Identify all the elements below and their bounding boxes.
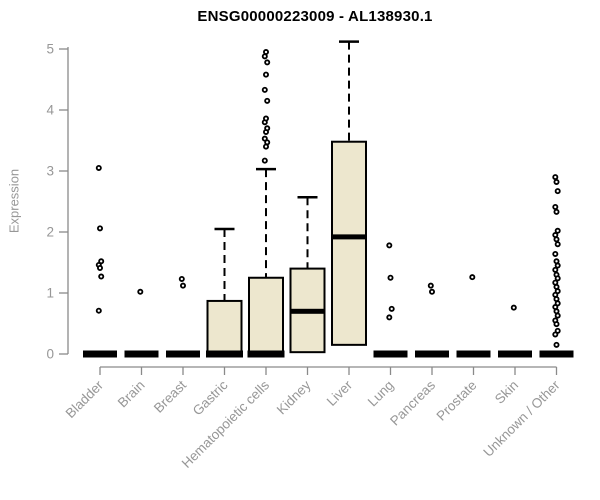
outlier-point [554, 275, 561, 282]
outlier-point [262, 71, 269, 78]
outlier-point [552, 250, 559, 257]
collapsed-box [456, 350, 491, 358]
chart-title: ENSG00000223009 - AL138930.1 [197, 8, 433, 25]
x-tick-label: Breast [151, 377, 189, 415]
outlier-point [264, 125, 271, 132]
outlier-point [427, 282, 434, 289]
outlier-point [552, 203, 559, 210]
outlier-point [554, 312, 561, 319]
y-tick-label: 5 [46, 42, 54, 57]
outlier-point [554, 188, 561, 195]
median-line [247, 350, 285, 358]
collapsed-box [539, 350, 574, 358]
outlier-point [262, 115, 269, 122]
collapsed-box [498, 350, 532, 358]
outlier-point [98, 273, 105, 280]
outlier-point [95, 307, 102, 314]
y-tick-label: 3 [46, 164, 54, 179]
y-tick-label: 2 [46, 225, 54, 240]
outlier-point [552, 174, 559, 181]
x-tick-label: Lung [365, 378, 397, 410]
outlier-point [264, 59, 271, 66]
outlier-point [386, 314, 393, 321]
outlier-point [552, 331, 559, 338]
outlier-point [264, 97, 271, 104]
median-line [332, 234, 366, 240]
outlier-point [386, 242, 393, 249]
outlier-point [261, 157, 268, 164]
outlier-point [554, 262, 561, 269]
outlier-point [178, 275, 185, 282]
outlier-point [553, 178, 560, 185]
outlier-point [387, 274, 394, 281]
x-tick-label: Pancreas [387, 377, 438, 428]
outlier-point [553, 341, 560, 348]
collapsed-box [83, 350, 117, 358]
x-tick-label: Bladder [63, 377, 107, 421]
box [206, 299, 243, 355]
collapsed-box [373, 350, 408, 358]
outlier-point [552, 266, 559, 273]
outlier-point [97, 264, 104, 271]
outlier-point [97, 225, 104, 232]
outlier-point [554, 227, 561, 234]
x-tick-label: Brain [115, 378, 148, 411]
outlier-point [179, 282, 186, 289]
outlier-point [428, 288, 435, 295]
outlier-point [262, 49, 269, 56]
outlier-point [554, 241, 561, 248]
y-tick-label: 4 [46, 103, 54, 118]
outlier-point [388, 305, 395, 312]
x-tick-label: Gastric [190, 377, 231, 418]
x-tick-label: Unknown / Other [480, 377, 563, 460]
median-line [290, 308, 325, 314]
outlier-point [137, 288, 144, 295]
outlier-point [553, 236, 560, 243]
box [331, 140, 367, 346]
x-tick-label: Prostate [433, 378, 479, 424]
collapsed-box [415, 350, 449, 358]
outlier-point [261, 135, 268, 142]
outlier-point [469, 274, 476, 281]
collapsed-box [166, 350, 200, 358]
x-tick-label: Kidney [274, 377, 314, 417]
outlier-point [95, 164, 102, 171]
median-line [206, 350, 243, 358]
x-tick-label: Liver [324, 377, 356, 409]
collapsed-box [124, 350, 159, 358]
outlier-point [553, 208, 560, 215]
outlier-point [553, 321, 560, 328]
y-tick-label: 1 [46, 286, 54, 301]
outlier-point [510, 304, 517, 311]
x-tick-label: Skin [492, 378, 521, 407]
outlier-point [261, 86, 268, 93]
box [248, 276, 284, 355]
y-tick-label: 0 [46, 347, 54, 362]
